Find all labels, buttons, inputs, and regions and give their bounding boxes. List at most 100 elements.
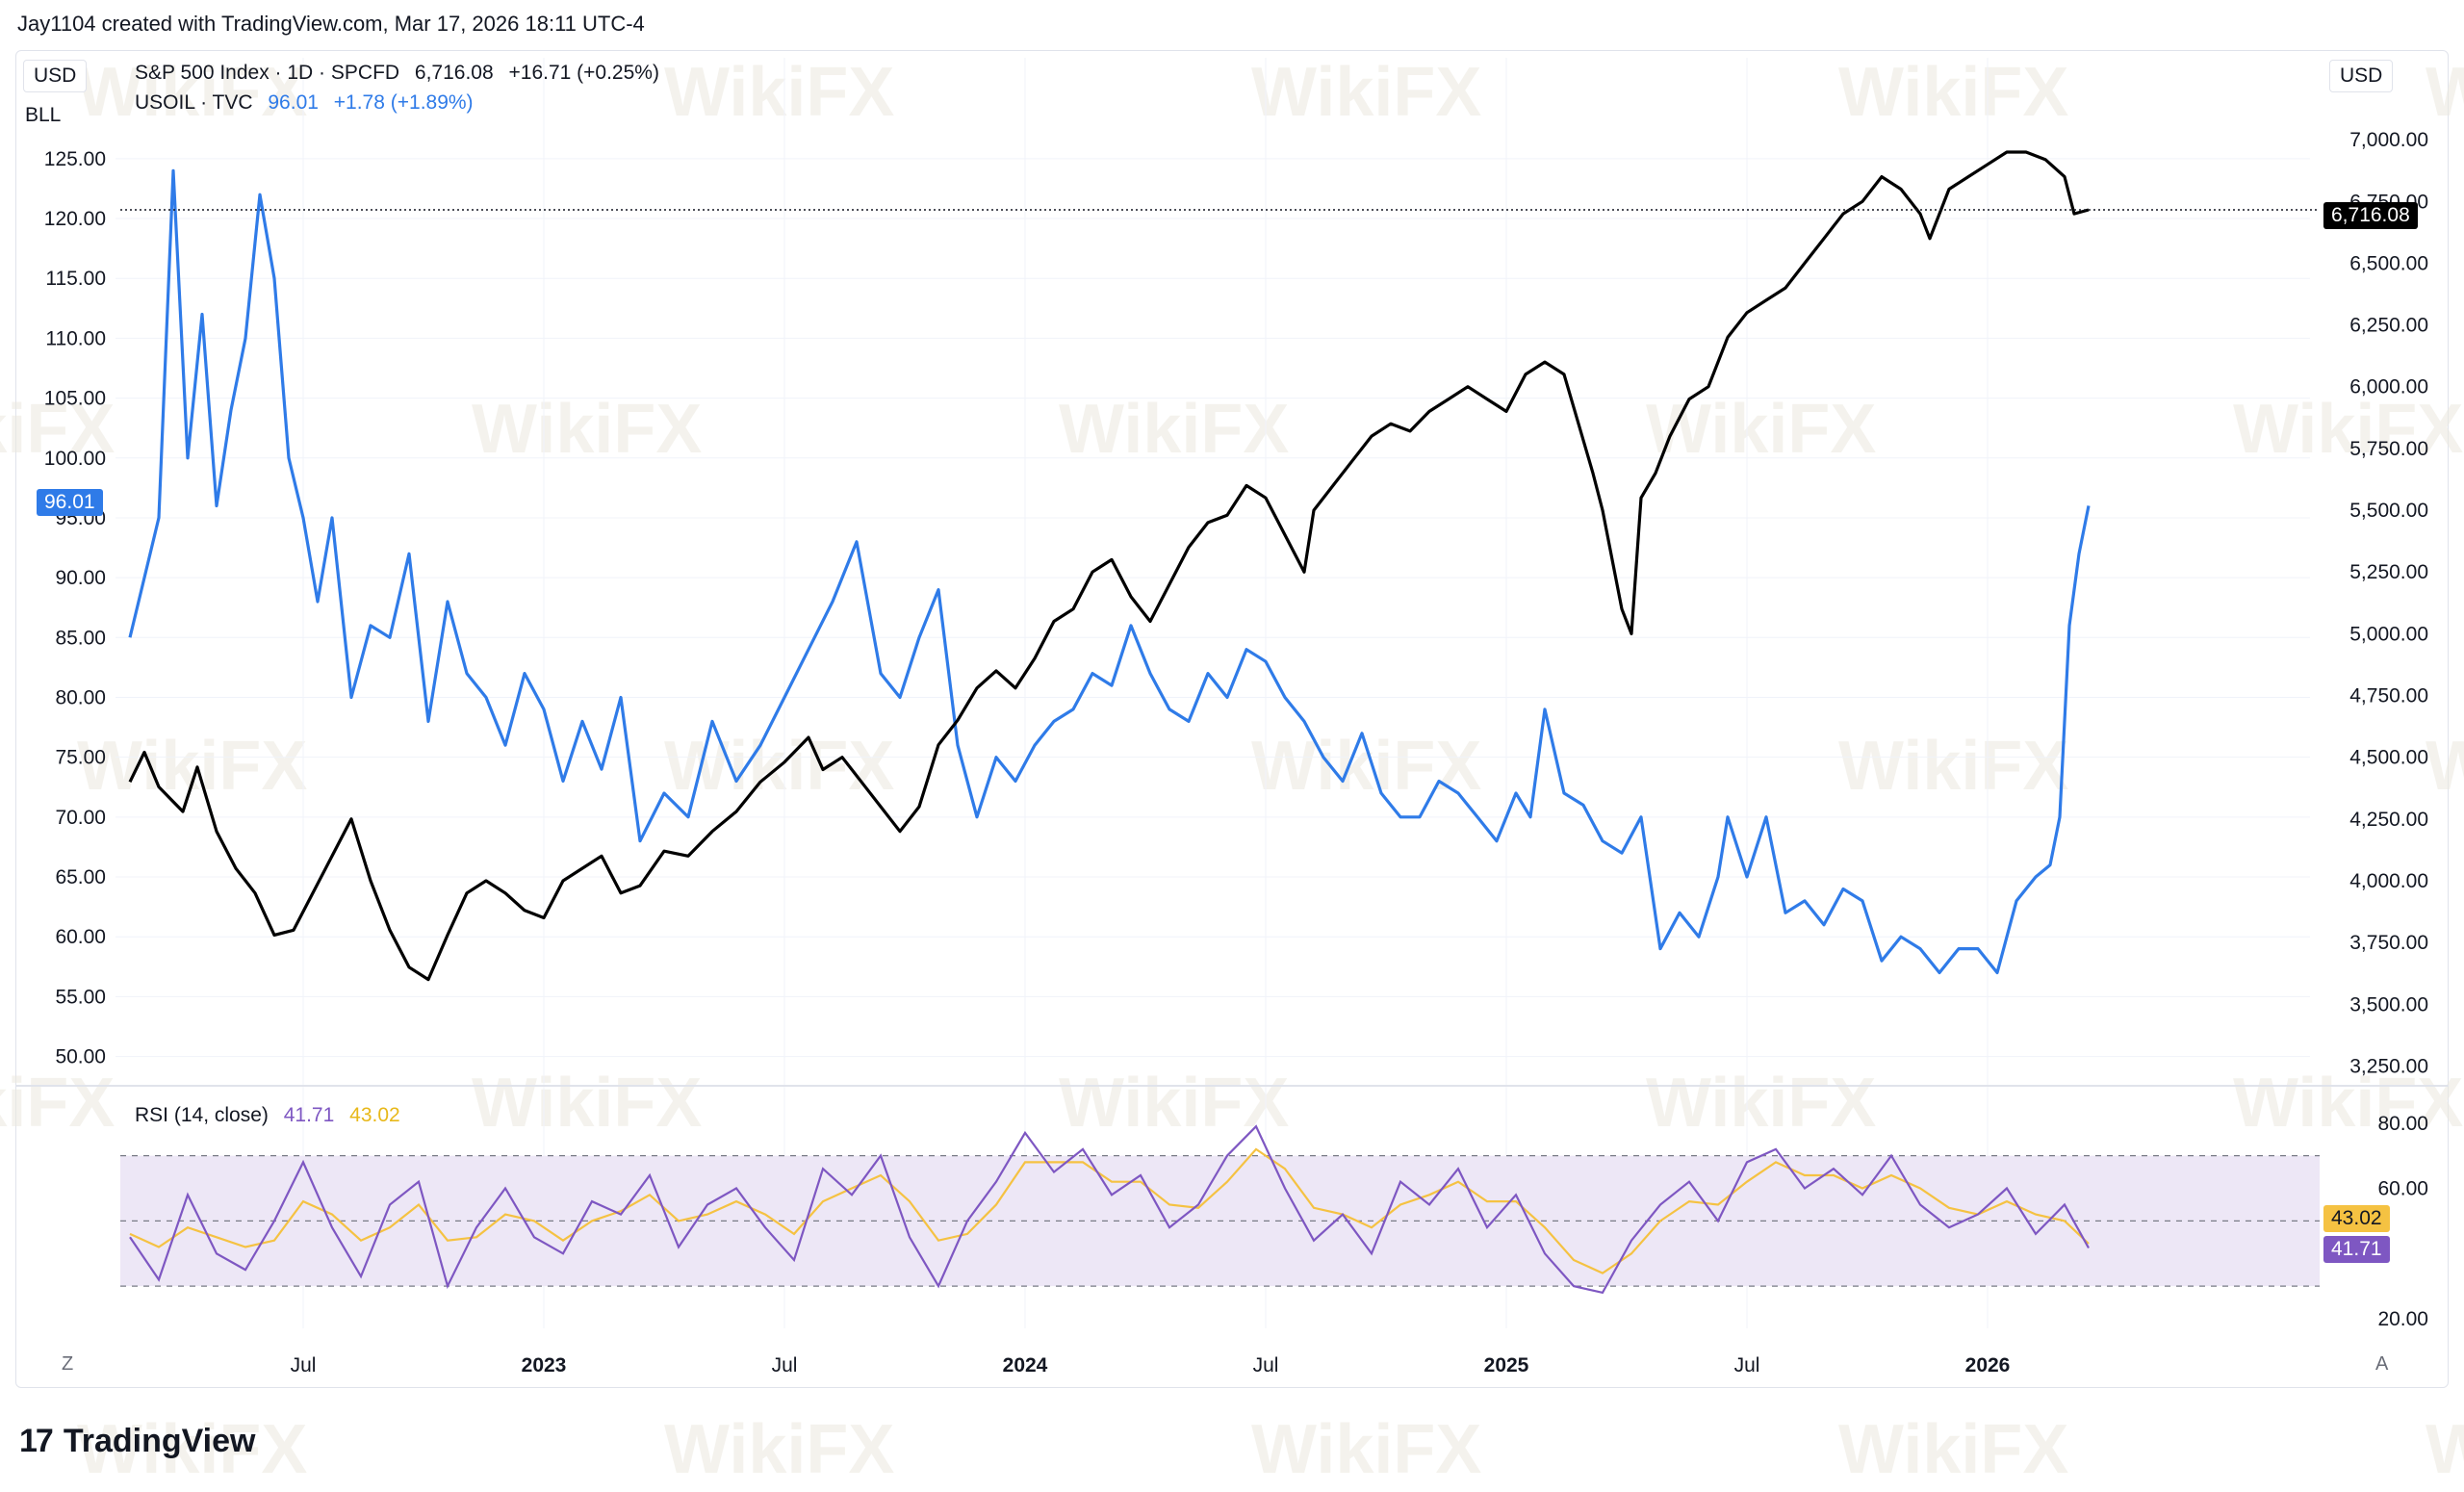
x-axis-tick-label: Jul bbox=[291, 1354, 317, 1376]
left-axis-tick-label: 90.00 bbox=[55, 567, 106, 589]
x-axis-tick-label: 2024 bbox=[1003, 1354, 1048, 1376]
rsi-ma-price-tag: 43.02 bbox=[2323, 1205, 2390, 1232]
right-axis-tick-label: 4,500.00 bbox=[2349, 747, 2428, 769]
oil-price-tag: 96.01 bbox=[37, 489, 103, 516]
left-axis-tick-label: 85.00 bbox=[55, 627, 106, 649]
right-axis-tick-label: 5,750.00 bbox=[2349, 438, 2428, 460]
wikifx-watermark: WikiFX bbox=[664, 1411, 894, 1488]
right-axis-tick-label: 5,000.00 bbox=[2349, 623, 2428, 645]
wikifx-watermark: WikiFX bbox=[2426, 1411, 2464, 1488]
right-axis-tick-label: 6,000.00 bbox=[2349, 376, 2428, 399]
tradingview-logo-icon: 17 bbox=[19, 1423, 54, 1459]
wikifx-watermark: WikiFX bbox=[1251, 1411, 1481, 1488]
left-axis-tick-label: 60.00 bbox=[55, 926, 106, 948]
wikifx-watermark: WikiFX bbox=[472, 391, 702, 468]
chart-frame bbox=[15, 50, 2449, 1388]
right-axis-tick-label: 5,250.00 bbox=[2349, 561, 2428, 583]
tradingview-brand[interactable]: 17 TradingView bbox=[19, 1423, 255, 1460]
chart-attribution: Jay1104 created with TradingView.com, Ma… bbox=[17, 12, 645, 36]
x-axis-tick-label: Jul bbox=[1253, 1354, 1279, 1376]
rsi-line bbox=[129, 1124, 2090, 1295]
oil-legend-change: +1.78 (+1.89%) bbox=[333, 91, 474, 114]
spx-legend-change: +16.71 (+0.25%) bbox=[508, 62, 659, 84]
x-axis-tick-label: 2026 bbox=[1965, 1354, 2011, 1376]
left-axis-tick-label: 120.00 bbox=[44, 208, 106, 230]
auto-scale-button[interactable]: A bbox=[2375, 1353, 2389, 1375]
left-axis-tick-label: 55.00 bbox=[55, 986, 106, 1008]
right-axis-tick-label: 6,250.00 bbox=[2349, 315, 2428, 337]
zoom-button[interactable]: Z bbox=[62, 1353, 74, 1375]
oil-legend[interactable]: USOIL · TVC 96.01 +1.78 (+1.89%) bbox=[135, 91, 483, 115]
oil-legend-value: 96.01 bbox=[268, 91, 319, 114]
spx-price-tag: 6,716.08 bbox=[2323, 202, 2418, 229]
tradingview-wordmark: TradingView bbox=[63, 1423, 256, 1459]
x-axis-tick-label: 2023 bbox=[522, 1354, 567, 1376]
left-axis-tick-label: 125.00 bbox=[44, 148, 106, 170]
left-axis-tick-label: 80.00 bbox=[55, 686, 106, 708]
wikifx-watermark: WikiFX bbox=[1059, 1065, 1289, 1142]
left-axis-tick-label: 65.00 bbox=[55, 866, 106, 888]
wikifx-watermark: WikiFX bbox=[0, 391, 115, 468]
x-axis-tick-label: 2025 bbox=[1484, 1354, 1529, 1376]
wikifx-watermark: WikiFX bbox=[2426, 54, 2464, 131]
left-axis-tick-label: 105.00 bbox=[44, 388, 106, 410]
right-axis-tick-label: 4,750.00 bbox=[2349, 685, 2428, 707]
left-axis-tick-label: 50.00 bbox=[55, 1046, 106, 1068]
wikifx-watermark: WikiFX bbox=[1838, 54, 2068, 131]
left-axis-tick-label: 115.00 bbox=[45, 268, 106, 290]
rsi-axis-tick-label: 80.00 bbox=[2377, 1113, 2428, 1135]
wikifx-watermark: WikiFX bbox=[472, 1065, 702, 1142]
right-axis-tick-label: 7,000.00 bbox=[2349, 129, 2428, 151]
wikifx-watermark: WikiFX bbox=[77, 1411, 307, 1488]
rsi-panel: 80.00 60.00 20.00 bbox=[120, 1113, 2428, 1330]
wikifx-watermark: WikiFX bbox=[1838, 728, 2068, 805]
wikifx-watermark: WikiFX bbox=[77, 728, 307, 805]
right-axis-tick-label: 3,500.00 bbox=[2349, 993, 2428, 1016]
rsi-legend-value: 41.71 bbox=[283, 1104, 335, 1126]
wikifx-watermark: WikiFX bbox=[2233, 391, 2463, 468]
right-axis-tick-label: 4,250.00 bbox=[2349, 809, 2428, 831]
wikifx-watermark: WikiFX bbox=[1838, 1411, 2068, 1488]
wikifx-watermark: WikiFX bbox=[2233, 1065, 2463, 1142]
rsi-axis-tick-label: 20.00 bbox=[2377, 1308, 2428, 1330]
spx-legend-name: S&P 500 Index · 1D · SPCFD bbox=[135, 62, 400, 84]
spx-legend-value: 6,716.08 bbox=[414, 62, 494, 84]
price-series bbox=[120, 150, 2320, 982]
left-unit-label: BLL bbox=[25, 104, 62, 126]
wikifx-watermark: WikiFX bbox=[664, 54, 894, 131]
right-axis-tick-label: 3,750.00 bbox=[2349, 932, 2428, 954]
left-axis-tick-label: 110.00 bbox=[45, 327, 106, 349]
right-axis-tick-label: 3,250.00 bbox=[2349, 1055, 2428, 1077]
wikifx-watermark: WikiFX bbox=[1251, 728, 1481, 805]
rsi-legend-name: RSI (14, close) bbox=[135, 1104, 269, 1126]
rsi-price-tag: 41.71 bbox=[2323, 1236, 2390, 1263]
spx-legend[interactable]: S&P 500 Index · 1D · SPCFD 6,716.08 +16.… bbox=[135, 62, 669, 85]
right-axis-tick-label: 4,000.00 bbox=[2349, 870, 2428, 892]
wikifx-watermark: WikiFX bbox=[1646, 391, 1876, 468]
grid bbox=[15, 58, 2449, 1328]
oil-legend-name: USOIL · TVC bbox=[135, 91, 253, 114]
wikifx-watermark: WikiFX bbox=[2426, 728, 2464, 805]
x-axis-tick-label: Jul bbox=[1734, 1354, 1760, 1376]
rsi-ma-line bbox=[129, 1147, 2090, 1274]
oil-series-line bbox=[128, 168, 2091, 975]
wikifx-watermark: WikiFX bbox=[77, 54, 307, 131]
wikifx-watermark: WikiFX bbox=[1059, 391, 1289, 468]
right-axis-tick-label: 5,500.00 bbox=[2349, 500, 2428, 522]
left-axis-tick-label: 100.00 bbox=[44, 448, 106, 470]
rsi-ma-legend-value: 43.02 bbox=[349, 1104, 400, 1126]
wikifx-watermark: WikiFX bbox=[1646, 1065, 1876, 1142]
right-currency-label[interactable]: USD bbox=[2329, 60, 2394, 92]
x-axis-tick-label: Jul bbox=[772, 1354, 798, 1376]
right-axis-tick-label: 6,500.00 bbox=[2349, 252, 2428, 274]
rsi-axis-tick-label: 60.00 bbox=[2377, 1178, 2428, 1200]
rsi-legend[interactable]: RSI (14, close) 41.71 43.02 bbox=[135, 1104, 410, 1127]
left-axis-tick-label: 75.00 bbox=[55, 747, 106, 769]
left-currency-label[interactable]: USD bbox=[23, 60, 88, 92]
wikifx-watermark: WikiFX bbox=[0, 1065, 115, 1142]
spx-series-line bbox=[128, 150, 2090, 982]
axes: 125.00120.00115.00110.00105.00100.0095.0… bbox=[44, 129, 2428, 1376]
left-axis-tick-label: 70.00 bbox=[55, 807, 106, 829]
wikifx-watermark: WikiFX bbox=[1251, 54, 1481, 131]
